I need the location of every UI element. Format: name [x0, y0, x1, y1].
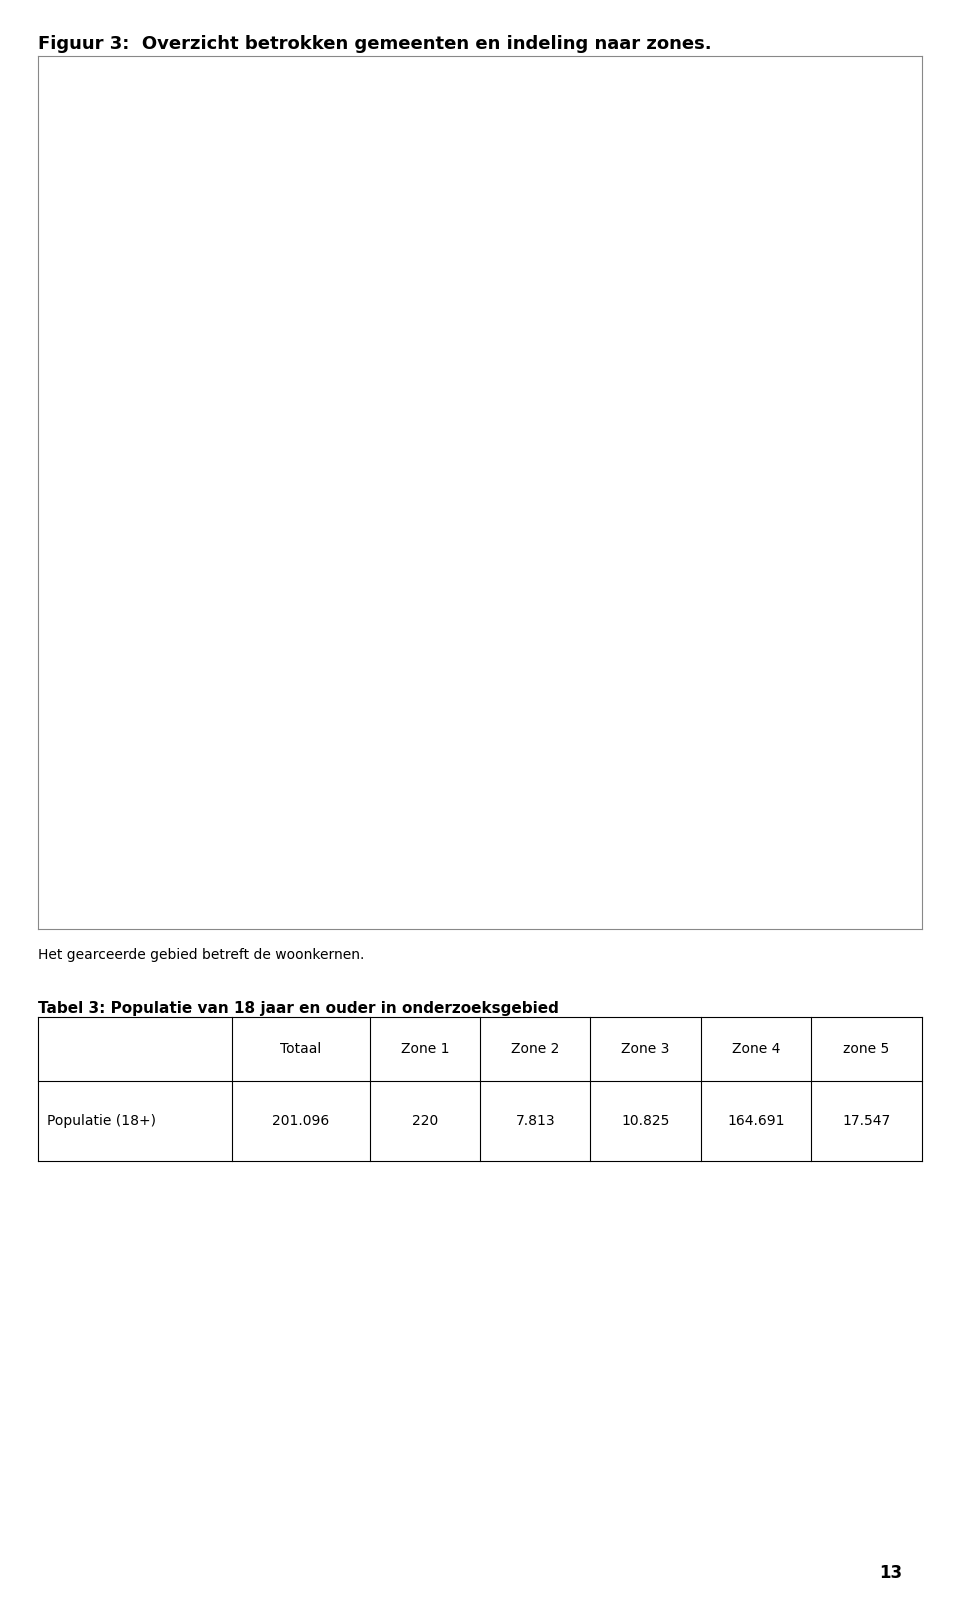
Text: Zone 3: Zone 3: [621, 1042, 670, 1055]
Text: Figuur 3:  Overzicht betrokken gemeenten en indeling naar zones.: Figuur 3: Overzicht betrokken gemeenten …: [38, 35, 712, 53]
Text: 164.691: 164.691: [728, 1114, 784, 1127]
Text: zone 5: zone 5: [843, 1042, 890, 1055]
Text: 7.813: 7.813: [516, 1114, 555, 1127]
Text: Tabel 3: Populatie van 18 jaar en ouder in onderzoeksgebied: Tabel 3: Populatie van 18 jaar en ouder …: [38, 1001, 560, 1015]
Text: 17.547: 17.547: [842, 1114, 891, 1127]
Text: Het gearceerde gebied betreft de woonkernen.: Het gearceerde gebied betreft de woonker…: [38, 948, 365, 962]
Text: 10.825: 10.825: [621, 1114, 670, 1127]
Text: 201.096: 201.096: [272, 1114, 329, 1127]
Text: Zone 1: Zone 1: [400, 1042, 449, 1055]
Text: 220: 220: [412, 1114, 438, 1127]
Text: Totaal: Totaal: [280, 1042, 322, 1055]
Text: Zone 2: Zone 2: [511, 1042, 560, 1055]
Text: Populatie (18+): Populatie (18+): [47, 1114, 156, 1127]
Text: Zone 4: Zone 4: [732, 1042, 780, 1055]
Text: 13: 13: [879, 1564, 902, 1582]
